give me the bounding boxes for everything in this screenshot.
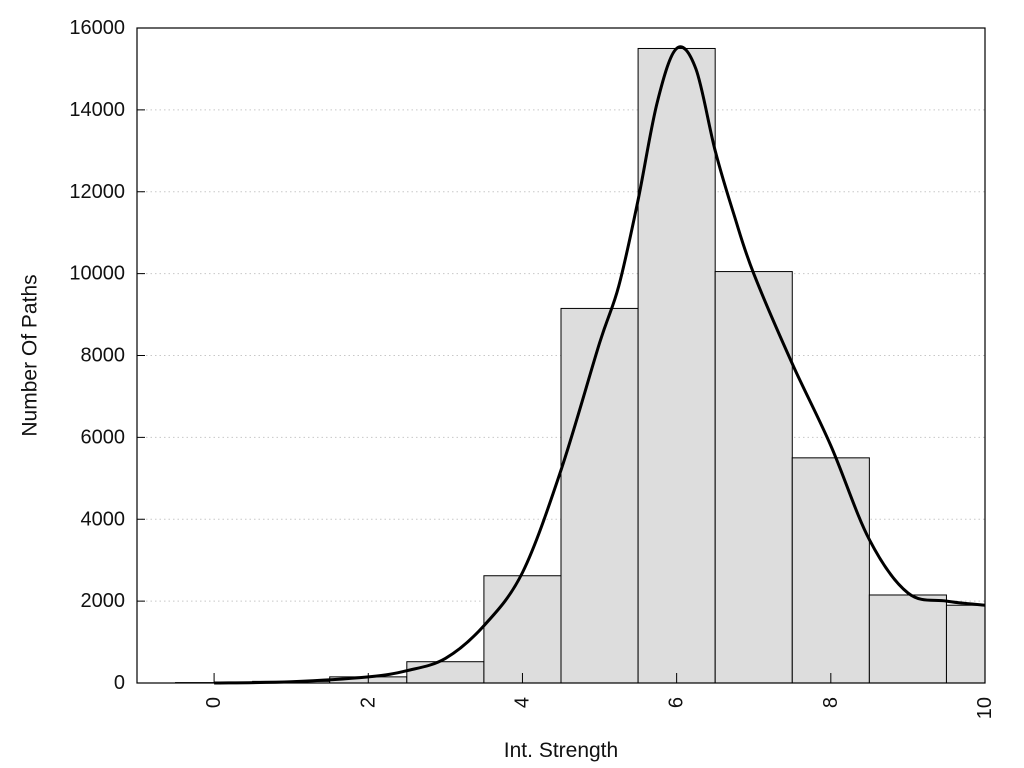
y-tick-label: 14000 [69, 99, 125, 121]
x-tick-label: 0 [203, 697, 225, 708]
x-tick-label: 4 [511, 697, 533, 708]
histogram-bar-9 [868, 594, 947, 684]
y-axis-ticks: 0 2000 4000 6000 8000 10000 12000 14000 16000 [69, 17, 145, 694]
x-tick-label: 2 [357, 697, 379, 708]
y-tick-label: 16000 [69, 17, 125, 39]
x-tick-label: 6 [666, 697, 688, 708]
y-tick-label: 10000 [69, 263, 125, 285]
histogram-bar-8 [791, 457, 870, 684]
y-tick-label: 0 [114, 672, 125, 694]
x-tick-label: 10 [974, 697, 996, 719]
histogram-bar-5 [560, 307, 639, 684]
y-tick-label: 12000 [69, 181, 125, 203]
y-tick-label: 2000 [81, 590, 126, 612]
x-axis-label: Int. Strength [504, 739, 618, 762]
y-axis-label: Number Of Paths [19, 274, 42, 436]
x-tick-label: 8 [820, 697, 842, 708]
y-tick-label: 8000 [81, 345, 126, 367]
histogram-bars [175, 47, 986, 684]
histogram-bar-4 [483, 575, 562, 684]
histogram-bar-3 [406, 661, 485, 684]
y-tick-label: 4000 [81, 508, 126, 530]
x-axis-ticks: 0 2 4 6 8 10 [203, 673, 996, 719]
histogram-bar-7 [714, 271, 793, 684]
density-line [214, 45, 986, 685]
histogram-bar-10 [945, 604, 986, 684]
density-line-group [214, 45, 986, 685]
y-tick-label: 6000 [81, 426, 126, 448]
